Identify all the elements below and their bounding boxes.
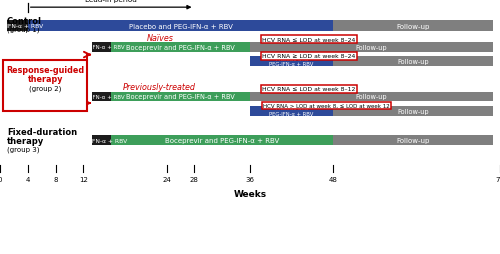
Text: (group 3): (group 3)	[7, 146, 40, 152]
Text: Placebo and PEG-IFN-α + RBV: Placebo and PEG-IFN-α + RBV	[128, 24, 232, 30]
Bar	[92, 43, 111, 53]
Bar	[7, 21, 28, 32]
Text: PEG-IFN-α + RBV: PEG-IFN-α + RBV	[78, 45, 124, 50]
Text: 28: 28	[190, 176, 199, 182]
Text: (group 1): (group 1)	[7, 27, 40, 33]
Bar	[92, 92, 111, 102]
Text: Follow-up: Follow-up	[398, 59, 429, 65]
Bar	[250, 106, 334, 116]
Text: Follow-up: Follow-up	[398, 108, 429, 114]
Text: therapy: therapy	[28, 75, 63, 84]
Text: HCV RNA > LOD at week 8, ≤ LOD at week 12: HCV RNA > LOD at week 8, ≤ LOD at week 1…	[263, 103, 390, 108]
Text: PEG-IFN-α + RBV: PEG-IFN-α + RBV	[78, 94, 124, 100]
Text: Follow-up: Follow-up	[396, 24, 430, 30]
Text: HCV RNA ≤ LOD at week 8–12: HCV RNA ≤ LOD at week 8–12	[262, 87, 356, 92]
Bar	[111, 43, 250, 53]
Text: Placebo and
PEG-IFN-α + RBV: Placebo and PEG-IFN-α + RBV	[270, 56, 314, 67]
Text: Placebo and
PEG-IFN-α + RBV: Placebo and PEG-IFN-α + RBV	[270, 106, 314, 117]
Text: therapy: therapy	[7, 136, 44, 145]
Bar	[250, 43, 493, 53]
Bar	[250, 92, 493, 102]
Bar	[4, 60, 87, 111]
Text: 48: 48	[329, 176, 338, 182]
Text: Weeks: Weeks	[234, 189, 266, 198]
Bar	[111, 92, 250, 102]
Text: Fixed-duration: Fixed-duration	[7, 128, 77, 137]
Text: HCV RNA ≤ LOD at week 8–24: HCV RNA ≤ LOD at week 8–24	[262, 38, 356, 43]
Text: Control: Control	[7, 17, 42, 26]
Text: Follow-up: Follow-up	[356, 94, 388, 100]
Text: 36: 36	[246, 176, 254, 182]
Text: 4: 4	[26, 176, 30, 182]
Text: 24: 24	[162, 176, 171, 182]
Text: Boceprevir and PEG-IFN-α + RBV: Boceprevir and PEG-IFN-α + RBV	[165, 137, 280, 144]
Bar	[250, 57, 334, 67]
Bar	[334, 57, 493, 67]
Text: PEG-IFN-α + RBV: PEG-IFN-α + RBV	[0, 24, 43, 29]
Text: 12: 12	[79, 176, 88, 182]
Text: Follow-up: Follow-up	[396, 137, 430, 144]
Bar	[334, 106, 493, 116]
Text: Boceprevir and PEG-IFN-α + RBV: Boceprevir and PEG-IFN-α + RBV	[126, 45, 235, 51]
Text: Boceprevir and PEG-IFN-α + RBV: Boceprevir and PEG-IFN-α + RBV	[126, 94, 235, 100]
Bar	[92, 135, 111, 146]
Text: Response-guided: Response-guided	[6, 65, 84, 74]
Bar	[334, 135, 493, 146]
Text: Naïves: Naïves	[146, 34, 173, 43]
Text: 72: 72	[496, 176, 500, 182]
Bar	[334, 21, 493, 32]
Text: (group 2): (group 2)	[29, 85, 62, 92]
Text: HCV RNA ≥ LOD at week 8–24: HCV RNA ≥ LOD at week 8–24	[262, 54, 356, 59]
Text: 8: 8	[54, 176, 58, 182]
Text: PEG-IFN-α + RBV: PEG-IFN-α + RBV	[76, 138, 127, 143]
Bar	[28, 21, 334, 32]
Text: Previously-treated: Previously-treated	[123, 83, 196, 92]
Bar	[111, 135, 334, 146]
Text: Lead-in period: Lead-in period	[85, 0, 137, 3]
Text: Follow-up: Follow-up	[356, 45, 388, 51]
Text: 0: 0	[0, 176, 2, 182]
